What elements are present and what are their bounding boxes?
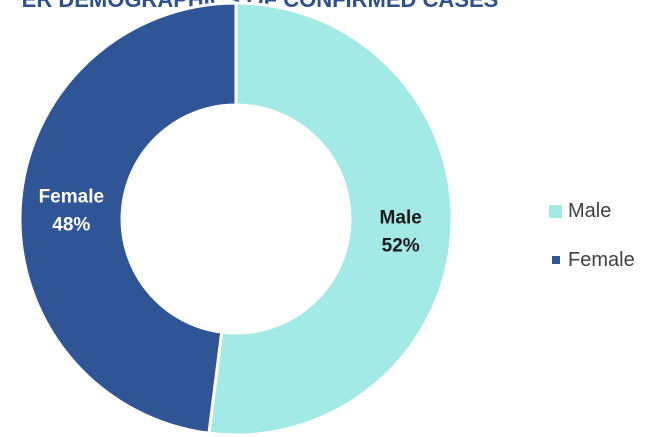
legend-swatch-female <box>552 256 560 264</box>
legend-swatch-male <box>549 204 562 218</box>
slice-female[interactable] <box>18 1 238 435</box>
legend-item-male[interactable]: Male <box>549 199 635 223</box>
data-label-male-name: Male <box>380 207 422 228</box>
legend-item-female[interactable]: Female <box>549 248 635 272</box>
data-label-female-name: Female <box>39 187 104 208</box>
slice-male[interactable] <box>207 1 454 437</box>
data-label-female-percent: 48% <box>52 215 90 236</box>
legend-label-female: Female <box>568 248 635 271</box>
donut-chart: Male 52% Female 48% <box>18 1 454 437</box>
data-label-male-percent: 52% <box>382 235 420 256</box>
legend-label-male: Male <box>568 199 612 222</box>
chart-legend: Male Female <box>549 199 635 297</box>
